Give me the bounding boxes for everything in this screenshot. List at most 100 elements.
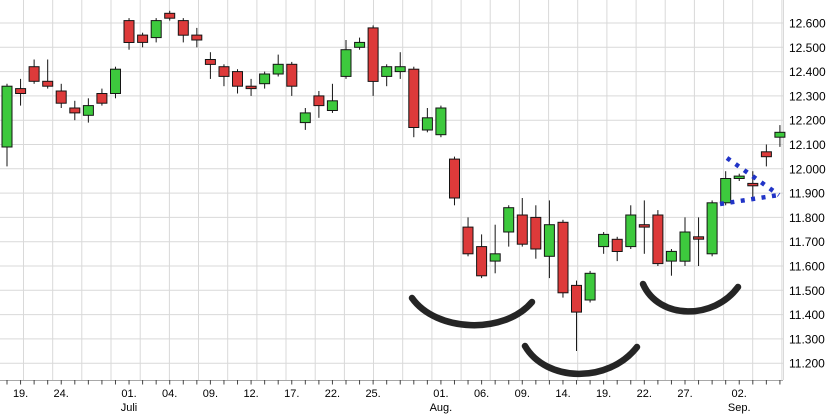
- candle-54: [720, 171, 732, 206]
- y-axis-label: 12.200: [789, 114, 826, 128]
- candle-body-up: [326, 100, 338, 112]
- candle-body-up: [503, 207, 515, 233]
- y-axis-labels: 12.600 12.500 12.400 12.300 12.200 12.100 12.0…: [789, 17, 826, 371]
- candle-body-up: [435, 107, 447, 136]
- dotted-triangle-line: [725, 156, 781, 197]
- candle-39: [516, 198, 528, 247]
- candle-body-up: [1, 85, 13, 148]
- candle-body-down: [313, 95, 325, 107]
- x-axis-day-label: 01.: [121, 388, 136, 400]
- candle-1: [1, 83, 13, 167]
- candle-41: [543, 200, 555, 279]
- candle-body-up: [394, 66, 406, 73]
- candle-28: [367, 25, 379, 96]
- candle-27: [354, 37, 366, 50]
- y-axis-label: 11.900: [789, 187, 825, 201]
- candle-body-down: [218, 66, 230, 77]
- candle-55: [733, 173, 745, 181]
- candle-body-down: [123, 20, 135, 43]
- candle-body-up: [272, 63, 284, 75]
- candle-31: [408, 66, 420, 138]
- candle-body-down: [693, 236, 705, 240]
- y-axis-label: 11.400: [789, 308, 825, 322]
- candle-body-up: [733, 175, 745, 180]
- candle-body-up: [774, 131, 786, 138]
- candle-9: [110, 66, 121, 99]
- candle-18: [232, 69, 243, 94]
- candles-group: [1, 10, 786, 351]
- candle-body-down: [760, 151, 772, 158]
- y-axis-label: 12.000: [789, 162, 826, 176]
- grid-lines: [0, 0, 783, 380]
- candle-body-down: [245, 85, 257, 90]
- candle-body-down: [462, 226, 474, 255]
- x-axis-day-label: 19.: [596, 388, 611, 400]
- candle-body-up: [665, 250, 677, 262]
- candle-19: [245, 78, 257, 96]
- candle-body-down: [557, 221, 569, 294]
- candle-51: [679, 217, 691, 266]
- y-axis-label: 12.500: [789, 41, 826, 55]
- right-shoulder-arc: [639, 280, 742, 315]
- candle-body-down: [747, 182, 759, 187]
- candle-8: [96, 88, 108, 106]
- candle-52: [693, 217, 705, 266]
- candle-16: [204, 52, 216, 79]
- candle-11: [137, 32, 149, 48]
- candle-43: [571, 280, 582, 351]
- candle-33: [435, 105, 447, 138]
- y-axis-label: 11.200: [789, 357, 825, 371]
- candle-body-down: [137, 34, 149, 43]
- candle-3: [28, 59, 40, 84]
- candle-body-down: [15, 88, 27, 94]
- candle-body-down: [232, 71, 243, 87]
- candle-37: [489, 224, 501, 274]
- candle-24: [313, 91, 325, 118]
- candle-17: [218, 64, 230, 87]
- candle-40: [530, 205, 542, 259]
- y-axis-label: 11.500: [789, 284, 825, 298]
- candle-22: [286, 61, 298, 96]
- candle-body-down: [367, 27, 379, 82]
- candle-body-up: [82, 105, 94, 116]
- candle-12: [150, 18, 162, 43]
- x-axis-day-label: 24.: [54, 388, 69, 400]
- candle-26: [340, 40, 352, 79]
- candle-50: [665, 249, 677, 276]
- candle-body-down: [191, 34, 203, 41]
- x-axis-day-label: 14.: [555, 388, 570, 400]
- candle-body-down: [571, 284, 582, 313]
- y-axis-label: 11.600: [789, 260, 825, 274]
- candle-29: [381, 64, 393, 87]
- x-axis-day-label: 04.: [162, 388, 177, 400]
- x-axis-day-label: 12.: [243, 388, 258, 400]
- candle-13: [164, 10, 176, 21]
- candle-body-down: [516, 214, 528, 245]
- x-axis-day-label: 17.: [284, 388, 299, 400]
- candle-body-down: [28, 66, 40, 82]
- candle-body-down: [286, 63, 298, 87]
- candle-15: [191, 27, 203, 48]
- candle-body-up: [679, 231, 691, 262]
- candle-body-up: [489, 253, 501, 262]
- candle-7: [82, 98, 94, 123]
- candle-body-down: [69, 107, 81, 114]
- y-axis-label: 11.800: [789, 211, 825, 225]
- y-axis-label: 12.600: [789, 17, 826, 31]
- y-axis-label: 12.400: [789, 65, 826, 79]
- candle-body-down: [652, 214, 664, 265]
- candle-23: [299, 108, 311, 130]
- candle-10: [123, 18, 135, 50]
- candle-body-down: [638, 224, 650, 228]
- candle-body-up: [299, 112, 311, 124]
- candle-48: [638, 200, 650, 254]
- axis-lines: [0, 0, 784, 385]
- candle-body-down: [42, 80, 54, 87]
- candle-56: [747, 171, 759, 201]
- candle-25: [326, 83, 338, 113]
- x-axis-day-label: 22.: [637, 388, 652, 400]
- candle-20: [259, 71, 271, 89]
- candle-body-down: [204, 59, 216, 65]
- candle-body-down: [177, 20, 189, 36]
